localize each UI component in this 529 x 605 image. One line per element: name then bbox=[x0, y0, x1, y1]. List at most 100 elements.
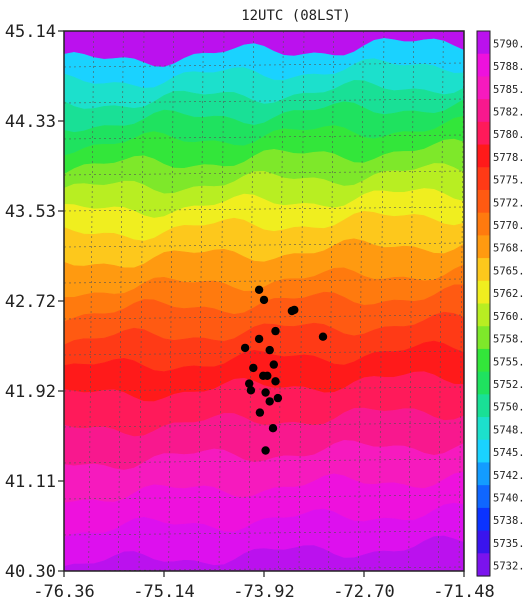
y-tick-label: 44.33 bbox=[5, 112, 56, 132]
colorbar-label: 5748. bbox=[493, 424, 525, 436]
station-point bbox=[268, 424, 278, 433]
grid-line-lon bbox=[218, 31, 225, 571]
colorbar-swatch bbox=[477, 121, 490, 146]
contour-band bbox=[64, 535, 464, 571]
y-tick-label: 41.11 bbox=[5, 472, 56, 492]
colorbar-label: 5780. bbox=[493, 129, 525, 141]
colorbar-label: 5785. bbox=[493, 84, 525, 96]
station-point bbox=[245, 379, 254, 388]
grid-line-lon bbox=[278, 31, 284, 571]
colorbar-label: 5770. bbox=[493, 220, 525, 232]
colorbar-swatch bbox=[477, 348, 490, 373]
colorbar-label: 5782. bbox=[493, 107, 525, 119]
colorbar-label: 5790. bbox=[493, 38, 525, 50]
station-point bbox=[259, 295, 269, 305]
grid-line-lat bbox=[64, 422, 464, 428]
colorbar-label: 5765. bbox=[493, 265, 525, 277]
x-tick-label: -71.48 bbox=[433, 582, 494, 602]
map-grid bbox=[64, 31, 464, 571]
colorbar-swatch bbox=[477, 99, 490, 123]
station-point bbox=[255, 408, 265, 417]
grid-line-lat bbox=[64, 278, 464, 284]
colorbar-swatch bbox=[477, 394, 490, 418]
station-point bbox=[254, 285, 264, 294]
colorbar-swatch bbox=[477, 485, 490, 509]
colorbar: 5790. 5788. 5785. 5782. 5780. 5778. 5775. 5772.… bbox=[476, 30, 525, 577]
colorbar-swatch bbox=[477, 303, 490, 327]
colorbar-label: 5788. bbox=[493, 61, 525, 73]
y-tick-label: 42.72 bbox=[5, 292, 56, 312]
colorbar-label: 5735. bbox=[493, 538, 525, 550]
colorbar-label: 5740. bbox=[493, 493, 525, 505]
grid-line-lon bbox=[248, 31, 254, 571]
grid-line-lon bbox=[298, 31, 305, 571]
colorbar-swatch bbox=[477, 258, 490, 282]
colorbar-label: 5742. bbox=[493, 470, 525, 482]
grid-line-lat bbox=[64, 98, 464, 104]
grid-line-lon bbox=[88, 31, 94, 571]
colorbar-swatch bbox=[477, 167, 490, 191]
colorbar-swatch bbox=[477, 76, 490, 100]
colorbar-swatch bbox=[477, 553, 490, 577]
colorbar-label: 5752. bbox=[493, 379, 525, 391]
grid-line-lon bbox=[378, 31, 385, 571]
station-point bbox=[265, 345, 274, 355]
x-tick-label: -75.14 bbox=[133, 582, 194, 602]
colorbar-label: 5755. bbox=[493, 356, 525, 368]
grid-line-lat bbox=[64, 314, 464, 320]
station-point bbox=[254, 334, 264, 344]
x-tick-label: -73.92 bbox=[233, 582, 294, 602]
colorbar-swatch bbox=[477, 417, 490, 441]
grid-line-lon bbox=[408, 31, 414, 571]
colorbar-label: 5762. bbox=[493, 288, 525, 300]
grid-line-lon bbox=[458, 31, 464, 571]
grid-line-lat bbox=[64, 170, 464, 176]
y-tick-label: 41.92 bbox=[5, 382, 56, 402]
station-point bbox=[287, 306, 297, 316]
colorbar-label: 5750. bbox=[493, 402, 525, 414]
colorbar-label: 5760. bbox=[493, 311, 525, 323]
colorbar-swatch bbox=[477, 189, 490, 214]
x-tick-label: -72.70 bbox=[333, 582, 394, 602]
colorbar-label: 5768. bbox=[493, 243, 525, 255]
colorbar-label: 5772. bbox=[493, 197, 525, 209]
station-point bbox=[261, 446, 270, 455]
contour-field bbox=[64, 31, 464, 571]
grid-line-lat bbox=[64, 458, 464, 464]
grid-line-lon bbox=[138, 31, 145, 571]
station-points bbox=[240, 285, 328, 455]
grid-line-lat bbox=[64, 134, 464, 140]
station-point bbox=[269, 360, 278, 369]
colorbar-swatch bbox=[477, 280, 490, 305]
colorbar-label: 5732. bbox=[493, 561, 525, 573]
colorbar-swatch bbox=[477, 530, 490, 554]
station-point bbox=[261, 388, 270, 397]
y-tick-label: 45.14 bbox=[5, 22, 56, 42]
grid-line-lon bbox=[328, 31, 334, 571]
grid-line-lat bbox=[64, 242, 464, 248]
colorbar-swatch bbox=[477, 53, 490, 78]
station-point bbox=[273, 393, 283, 403]
colorbar-label: 5738. bbox=[493, 515, 525, 527]
y-axis: 45.14 44.33 43.53 42.72 41.92 41.11 40.30 bbox=[5, 22, 64, 582]
colorbar-swatch bbox=[477, 371, 490, 395]
grid-line-lon bbox=[198, 31, 204, 571]
grid-line-lat bbox=[64, 350, 464, 356]
x-tick-label: -76.36 bbox=[33, 582, 94, 602]
x-axis: -76.36 -75.14 -73.92 -72.70 -71.48 bbox=[33, 571, 495, 602]
colorbar-label: 5758. bbox=[493, 334, 525, 346]
grid-line-lon bbox=[118, 31, 124, 571]
station-point bbox=[246, 386, 256, 395]
colorbar-label: 5745. bbox=[493, 447, 525, 459]
colorbar-label: 5778. bbox=[493, 152, 525, 164]
station-point bbox=[249, 363, 258, 373]
station-point bbox=[265, 397, 274, 406]
colorbar-swatch bbox=[477, 439, 490, 464]
colorbar-swatch bbox=[477, 31, 490, 55]
grid-line-lon bbox=[438, 31, 444, 571]
colorbar-swatch bbox=[477, 235, 490, 259]
chart-title: 12UTC (08LST) bbox=[241, 8, 351, 24]
station-point bbox=[271, 377, 280, 386]
colorbar-swatch bbox=[477, 144, 490, 168]
